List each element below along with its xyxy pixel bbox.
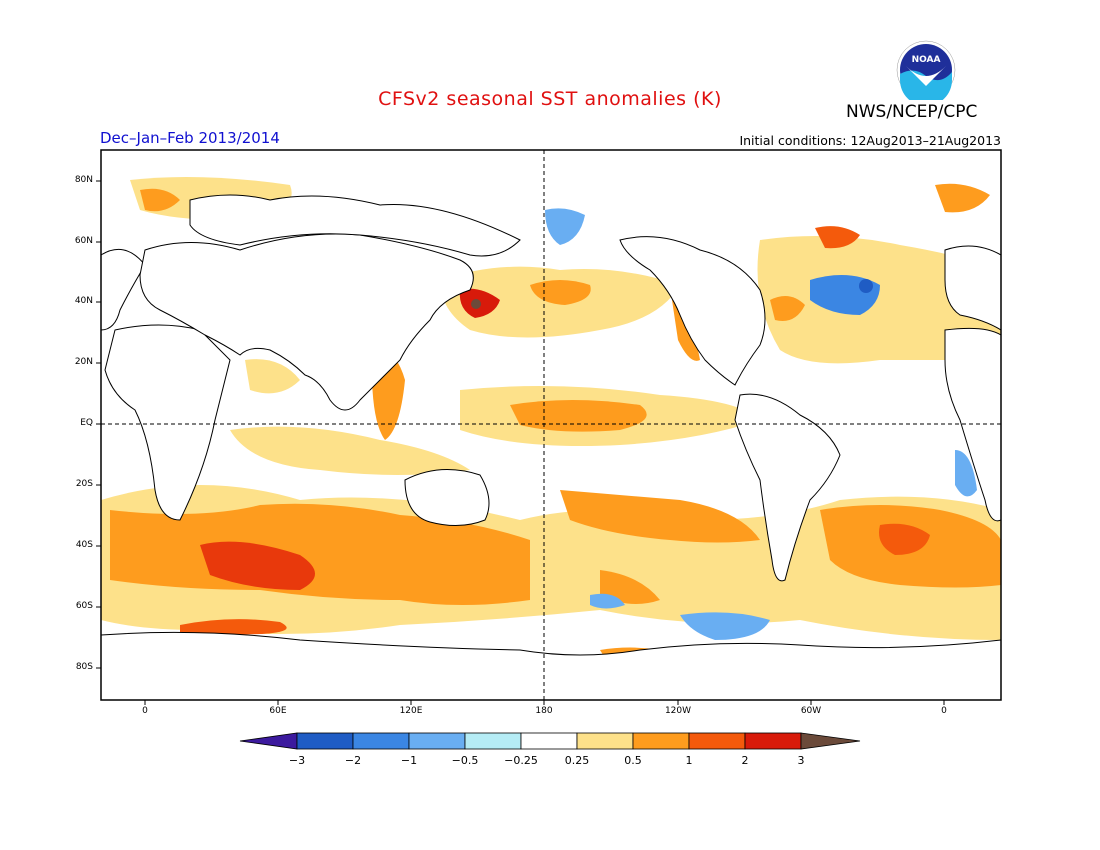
lon-label: 60W xyxy=(800,706,822,716)
antarctic-cold xyxy=(680,612,770,640)
anomaly-fields xyxy=(101,150,1001,700)
agency-label: NWS/NCEP/CPC xyxy=(846,102,978,122)
chart-title: CFSv2 seasonal SST anomalies (K) xyxy=(378,88,722,110)
colorbar-segment xyxy=(520,732,578,750)
colorbar-segment xyxy=(352,732,410,750)
map-grid xyxy=(100,149,1002,701)
lon-label: 0 xyxy=(941,706,947,716)
colorbar-label: −0.25 xyxy=(504,754,538,767)
colorbar-segment xyxy=(632,732,690,750)
antarctic-cold-2 xyxy=(590,593,625,609)
lon-label: 0 xyxy=(142,706,148,716)
north-atlantic-warm xyxy=(757,236,1001,364)
lat-label: 20N xyxy=(74,357,93,367)
lat-label: 80S xyxy=(75,662,93,672)
colorbar-label: 0.25 xyxy=(564,754,590,767)
antarctic-red-strip xyxy=(180,619,287,635)
lat-label: EQ xyxy=(80,418,93,428)
gulf-stream-orange xyxy=(770,296,805,321)
colorbar-segment xyxy=(576,732,634,750)
colorbar-label: 0.5 xyxy=(624,754,642,767)
colorbar-segment xyxy=(744,732,802,750)
axis-ticks xyxy=(96,180,945,705)
colorbar-label: 1 xyxy=(685,754,693,767)
south-atlantic-red xyxy=(879,523,930,555)
colorbar-label: −1 xyxy=(400,754,418,767)
labrador-orange xyxy=(815,226,860,249)
benguela-cold-2 xyxy=(955,450,977,497)
barents-orange xyxy=(140,188,180,212)
lat-label: 60N xyxy=(74,236,93,246)
colorbar-label: −2 xyxy=(344,754,362,767)
lon-label: 60E xyxy=(269,706,287,716)
indian-ocean-warm xyxy=(230,426,470,475)
colorbar-label: −0.5 xyxy=(451,754,479,767)
svg-text:NOAA: NOAA xyxy=(912,55,941,65)
lon-label: 120W xyxy=(664,706,692,716)
bering-cold xyxy=(545,208,585,245)
barents-orange-2 xyxy=(935,183,990,213)
initial-conditions-label: Initial conditions: 12Aug2013–21Aug2013 xyxy=(739,133,1001,148)
lat-label: 40N xyxy=(74,296,93,306)
colorbar-max-arrow xyxy=(800,732,861,750)
south-pacific-orange-2 xyxy=(600,570,660,604)
lon-label: 180 xyxy=(535,706,553,716)
south-indian-red xyxy=(200,541,315,590)
lat-label: 20S xyxy=(75,479,93,489)
colorbar-segment xyxy=(688,732,746,750)
south-pacific-orange xyxy=(560,490,760,543)
california-orange xyxy=(672,300,700,361)
lat-label: 40S xyxy=(75,540,93,550)
arabian-warm xyxy=(245,359,300,394)
season-label: Dec–Jan–Feb 2013/2014 xyxy=(100,129,280,147)
lat-label: 60S xyxy=(75,601,93,611)
colorbar-segment xyxy=(296,732,354,750)
equatorial-pacific-orange xyxy=(510,400,647,432)
colorbar-segment xyxy=(464,732,522,750)
colorbar-segment xyxy=(408,732,466,750)
south-indian-orange xyxy=(110,503,530,605)
lat-label: 80N xyxy=(74,175,93,185)
colorbar-min-arrow xyxy=(239,732,298,750)
noaa-logo: NOAA xyxy=(896,40,956,100)
coastlines xyxy=(101,194,1001,700)
colorbar-label: 2 xyxy=(741,754,749,767)
lon-label: 120E xyxy=(399,706,423,716)
north-pacific-orange xyxy=(530,280,591,305)
colorbar-label: 3 xyxy=(797,754,805,767)
colorbar xyxy=(239,732,861,750)
colorbar-label: −3 xyxy=(288,754,306,767)
